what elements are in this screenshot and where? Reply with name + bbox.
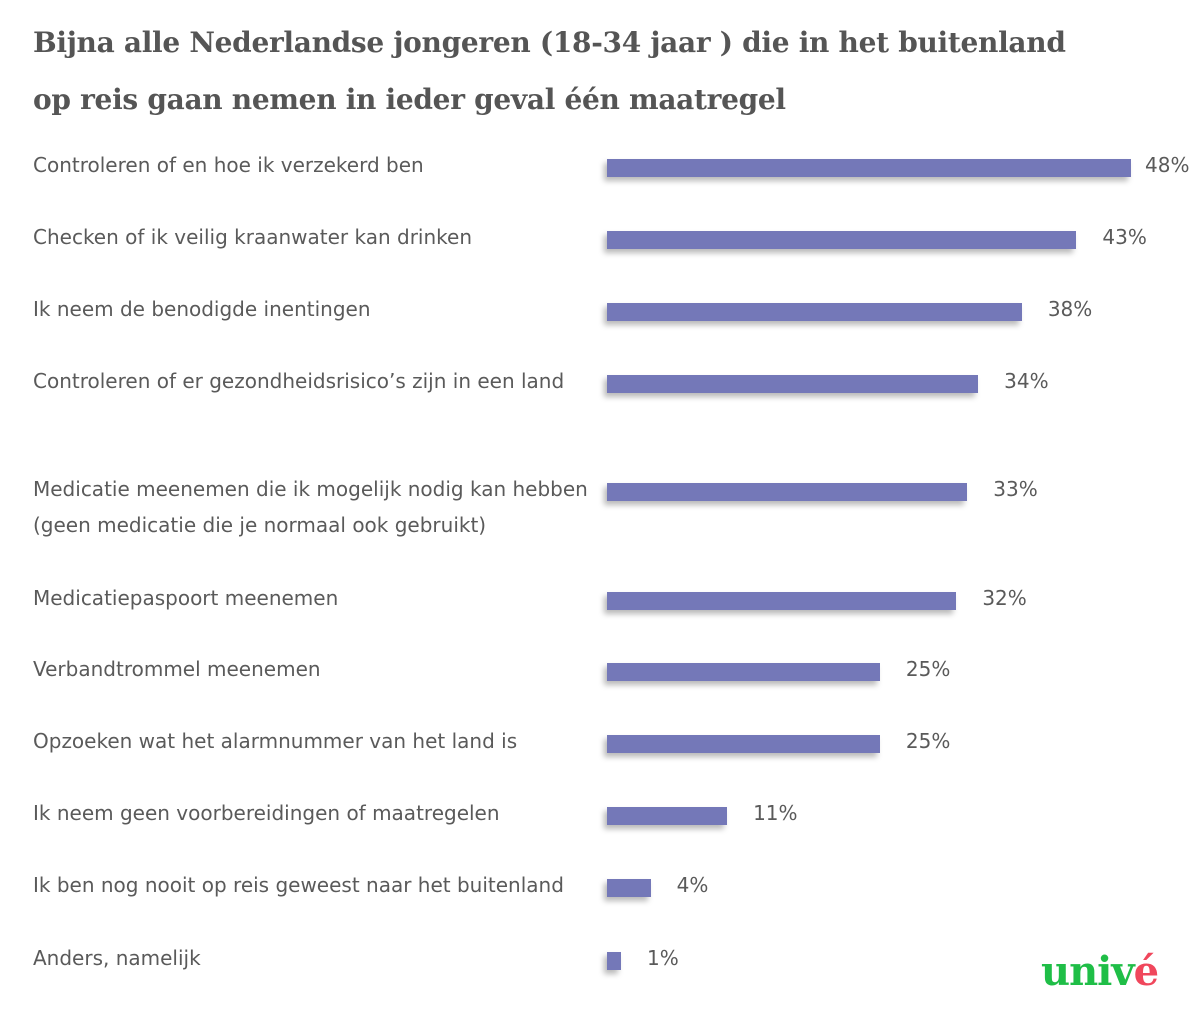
bar <box>607 807 728 825</box>
value-label: 43% <box>1102 225 1147 249</box>
chart-title-line-2: op reis gaan nemen in ieder geval één ma… <box>33 83 786 116</box>
value-label: 38% <box>1047 297 1093 321</box>
value-label: 34% <box>1004 369 1049 393</box>
value-label: 11% <box>753 801 798 825</box>
category-label: Anders, namelijk <box>33 946 201 970</box>
category-label: Controleren of en hoe ik verzekerd ben <box>33 153 424 177</box>
category-label: Controleren of er gezondheidsrisico’s zi… <box>33 369 565 393</box>
bar <box>607 159 1131 177</box>
value-label: 48% <box>1145 153 1190 177</box>
category-label: Medicatiepaspoort meenemen <box>33 586 339 610</box>
category-label: Opzoeken wat het alarmnummer van het lan… <box>33 729 518 753</box>
value-label: 33% <box>993 477 1038 501</box>
bar <box>607 663 880 681</box>
value-label: 25% <box>905 657 951 681</box>
category-label: Verbandtrommel meenemen <box>33 657 321 681</box>
bar <box>607 952 621 970</box>
unive-logo: univé <box>1041 948 1159 995</box>
value-label: 4% <box>676 873 709 897</box>
value-label: 25% <box>905 729 951 753</box>
bar <box>607 303 1022 321</box>
category-label: Medicatie meenemen die ik mogelijk nodig… <box>33 477 588 537</box>
chart-title-line-1: Bijna alle Nederlandse jongeren (18-34 j… <box>33 26 1066 59</box>
bar <box>607 231 1077 249</box>
value-label: 1% <box>647 946 679 970</box>
value-label: 32% <box>982 586 1027 610</box>
category-label: Ik neem de benodigde inentingen <box>33 297 371 321</box>
bar <box>607 592 957 610</box>
category-label: Ik ben nog nooit op reis geweest naar he… <box>33 873 564 897</box>
category-label: Ik neem geen voorbereidingen of maatrege… <box>33 801 500 825</box>
bar <box>607 735 880 753</box>
bar <box>607 879 651 897</box>
category-label: Checken of ik veilig kraanwater kan drin… <box>33 225 472 249</box>
bar <box>607 375 979 393</box>
bar <box>607 483 968 501</box>
